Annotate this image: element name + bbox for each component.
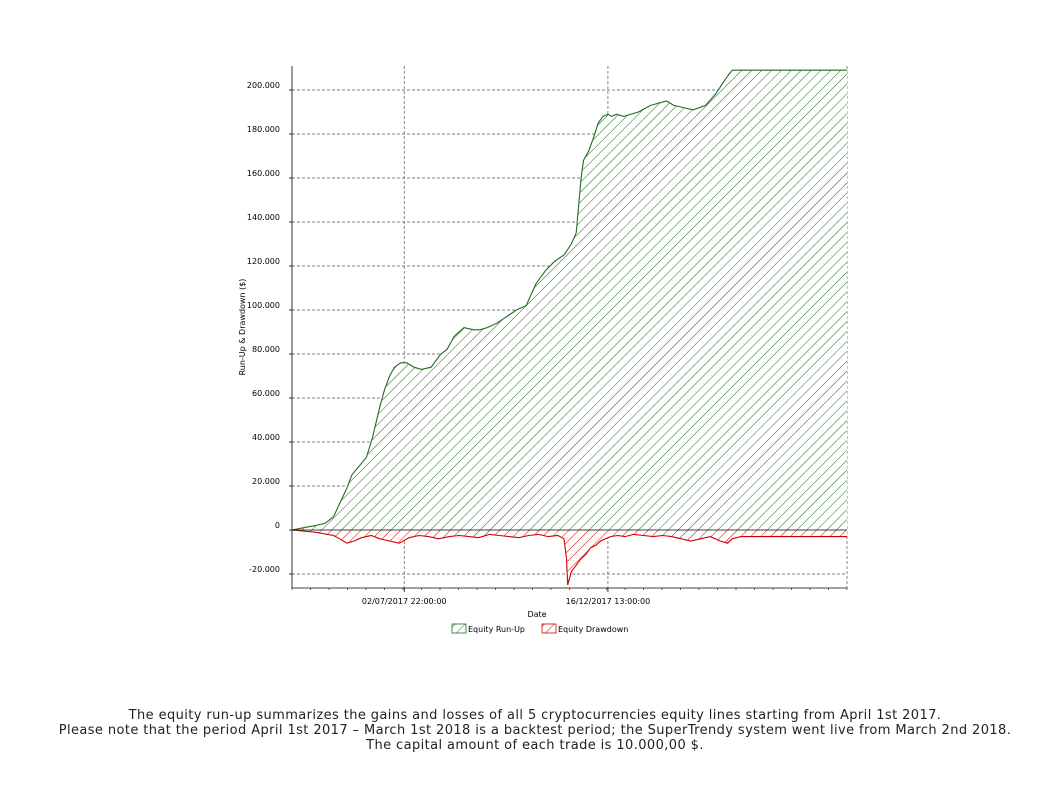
run-up-area <box>292 70 847 530</box>
legend-swatch-run-up <box>451 623 467 634</box>
x-axis-title: Date <box>527 610 546 619</box>
y-tick-label: 80.000 <box>252 345 280 354</box>
legend-label-drawdown: Equity Drawdown <box>558 625 628 634</box>
y-tick-label: -20.000 <box>249 565 280 574</box>
y-tick-label: 120.000 <box>247 257 280 266</box>
legend-label-run-up: Equity Run-Up <box>468 625 525 634</box>
drawdown-area <box>292 530 847 585</box>
area-layer <box>291 69 847 586</box>
run-up-line <box>291 69 847 531</box>
y-tick-label: 60.000 <box>252 389 280 398</box>
x-tick-label: 16/12/2017 13:00:00 <box>566 597 651 606</box>
y-axis-title: Run-Up & Drawdown ($) <box>238 279 247 376</box>
drawdown-line <box>291 529 847 586</box>
y-tick-label: 40.000 <box>252 433 280 442</box>
caption-line-1: The equity run-up summarizes the gains a… <box>128 708 942 723</box>
y-tick-label: 20.000 <box>252 477 280 486</box>
y-tick-label: 160.000 <box>247 169 280 178</box>
legend: Equity Run-Up Equity Drawdown <box>451 623 628 634</box>
equity-chart: -20.000 0 20.000 40.000 60.000 80.000 100.000 1… <box>238 66 848 634</box>
legend-swatch-drawdown <box>541 623 557 634</box>
axis-layer: -20.000 0 20.000 40.000 60.000 80.000 100.000 1… <box>247 66 848 606</box>
x-tick-label: 02/07/2017 22:00:00 <box>362 597 447 606</box>
y-tick-label: 0 <box>275 521 280 530</box>
y-tick-label: 200.000 <box>247 81 280 90</box>
caption-line-2: Please note that the period April 1st 20… <box>58 723 1012 738</box>
caption: The equity run-up summarizes the gains a… <box>40 708 1030 753</box>
y-tick-label: 100.000 <box>247 301 280 310</box>
y-tick-label: 180.000 <box>247 125 280 134</box>
y-tick-label: 140.000 <box>247 213 280 222</box>
caption-line-3: The capital amount of each trade is 10.0… <box>366 738 704 753</box>
